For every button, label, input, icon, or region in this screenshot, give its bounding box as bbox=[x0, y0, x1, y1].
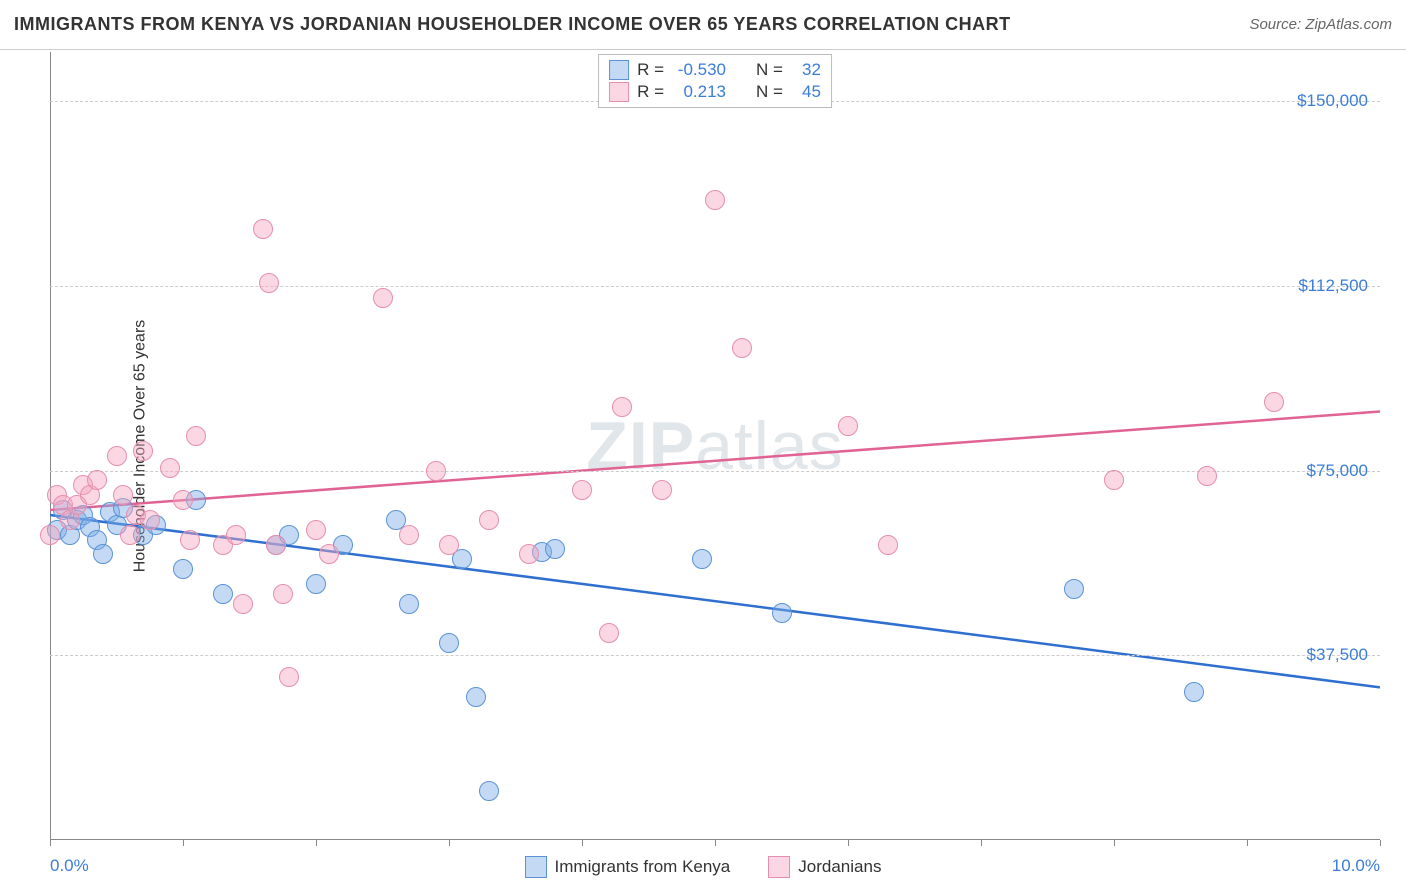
y-axis-line bbox=[50, 52, 51, 840]
legend-label: Jordanians bbox=[798, 857, 881, 877]
stat-r-label: R = bbox=[637, 60, 664, 80]
stat-n-label: N = bbox=[756, 82, 783, 102]
scatter-point bbox=[399, 525, 419, 545]
scatter-point bbox=[160, 458, 180, 478]
scatter-point bbox=[87, 470, 107, 490]
legend-swatch bbox=[768, 856, 790, 878]
stats-row: R = -0.530 N = 32 bbox=[609, 59, 821, 81]
correlation-stats-box: R = -0.530 N = 32 R = 0.213 N = 45 bbox=[598, 54, 832, 108]
stat-r-value: 0.213 bbox=[672, 82, 726, 102]
scatter-point bbox=[213, 584, 233, 604]
scatter-point bbox=[266, 535, 286, 555]
x-tick bbox=[1247, 840, 1248, 846]
scatter-point bbox=[439, 633, 459, 653]
scatter-point bbox=[306, 574, 326, 594]
scatter-point bbox=[173, 490, 193, 510]
scatter-point bbox=[226, 525, 246, 545]
scatter-point bbox=[1104, 470, 1124, 490]
scatter-point bbox=[426, 461, 446, 481]
y-tick-label: $37,500 bbox=[1307, 645, 1368, 665]
scatter-point bbox=[878, 535, 898, 555]
scatter-point bbox=[40, 525, 60, 545]
legend-item: Immigrants from Kenya bbox=[525, 856, 731, 878]
gridline bbox=[50, 471, 1380, 472]
x-tick bbox=[1380, 840, 1381, 846]
scatter-point bbox=[732, 338, 752, 358]
y-tick-label: $150,000 bbox=[1297, 91, 1368, 111]
stat-r-label: R = bbox=[637, 82, 664, 102]
x-tick bbox=[1114, 840, 1115, 846]
scatter-point bbox=[1184, 682, 1204, 702]
scatter-point bbox=[519, 544, 539, 564]
scatter-point bbox=[1064, 579, 1084, 599]
scatter-point bbox=[838, 416, 858, 436]
scatter-point bbox=[93, 544, 113, 564]
stat-r-value: -0.530 bbox=[672, 60, 726, 80]
scatter-point bbox=[599, 623, 619, 643]
stat-n-value: 32 bbox=[791, 60, 821, 80]
scatter-point bbox=[572, 480, 592, 500]
x-tick bbox=[449, 840, 450, 846]
scatter-point bbox=[652, 480, 672, 500]
scatter-point bbox=[612, 397, 632, 417]
x-tick bbox=[316, 840, 317, 846]
scatter-point bbox=[1197, 466, 1217, 486]
scatter-point bbox=[279, 667, 299, 687]
scatter-point bbox=[705, 190, 725, 210]
gridline bbox=[50, 286, 1380, 287]
scatter-point bbox=[373, 288, 393, 308]
chart-title: IMMIGRANTS FROM KENYA VS JORDANIAN HOUSE… bbox=[14, 14, 1011, 35]
scatter-point bbox=[140, 510, 160, 530]
x-tick bbox=[183, 840, 184, 846]
stat-n-label: N = bbox=[756, 60, 783, 80]
scatter-point bbox=[439, 535, 459, 555]
stat-n-value: 45 bbox=[791, 82, 821, 102]
scatter-point bbox=[259, 273, 279, 293]
legend-item: Jordanians bbox=[768, 856, 881, 878]
trend-line bbox=[50, 412, 1380, 511]
x-tick bbox=[50, 840, 51, 846]
scatter-point bbox=[319, 544, 339, 564]
scatter-point bbox=[772, 603, 792, 623]
scatter-point bbox=[1264, 392, 1284, 412]
series-swatch bbox=[609, 60, 629, 80]
trend-lines-layer bbox=[50, 52, 1380, 840]
scatter-point bbox=[173, 559, 193, 579]
x-tick bbox=[715, 840, 716, 846]
gridline bbox=[50, 655, 1380, 656]
scatter-plot: ZIPatlas R =-0.530N =32R =0.213N =45 0.0… bbox=[50, 52, 1380, 840]
scatter-point bbox=[186, 426, 206, 446]
scatter-point bbox=[233, 594, 253, 614]
stats-row: R = 0.213 N = 45 bbox=[609, 81, 821, 103]
scatter-point bbox=[306, 520, 326, 540]
x-tick bbox=[981, 840, 982, 846]
scatter-point bbox=[479, 781, 499, 801]
legend-label: Immigrants from Kenya bbox=[555, 857, 731, 877]
legend-swatch bbox=[525, 856, 547, 878]
scatter-point bbox=[107, 446, 127, 466]
scatter-point bbox=[133, 441, 153, 461]
x-tick bbox=[848, 840, 849, 846]
scatter-point bbox=[545, 539, 565, 559]
chart-header: IMMIGRANTS FROM KENYA VS JORDANIAN HOUSE… bbox=[0, 0, 1406, 50]
scatter-point bbox=[479, 510, 499, 530]
bottom-legend: Immigrants from Kenya Jordanians bbox=[0, 856, 1406, 878]
x-tick bbox=[582, 840, 583, 846]
scatter-point bbox=[273, 584, 293, 604]
scatter-point bbox=[253, 219, 273, 239]
y-tick-label: $75,000 bbox=[1307, 461, 1368, 481]
scatter-point bbox=[692, 549, 712, 569]
scatter-point bbox=[399, 594, 419, 614]
watermark: ZIPatlas bbox=[586, 407, 843, 485]
source-label: Source: ZipAtlas.com bbox=[1249, 16, 1392, 33]
y-tick-label: $112,500 bbox=[1298, 276, 1368, 296]
series-swatch bbox=[609, 82, 629, 102]
scatter-point bbox=[466, 687, 486, 707]
scatter-point bbox=[113, 485, 133, 505]
scatter-point bbox=[180, 530, 200, 550]
chart-area: ZIPatlas R =-0.530N =32R =0.213N =45 0.0… bbox=[50, 52, 1380, 840]
scatter-point bbox=[120, 525, 140, 545]
